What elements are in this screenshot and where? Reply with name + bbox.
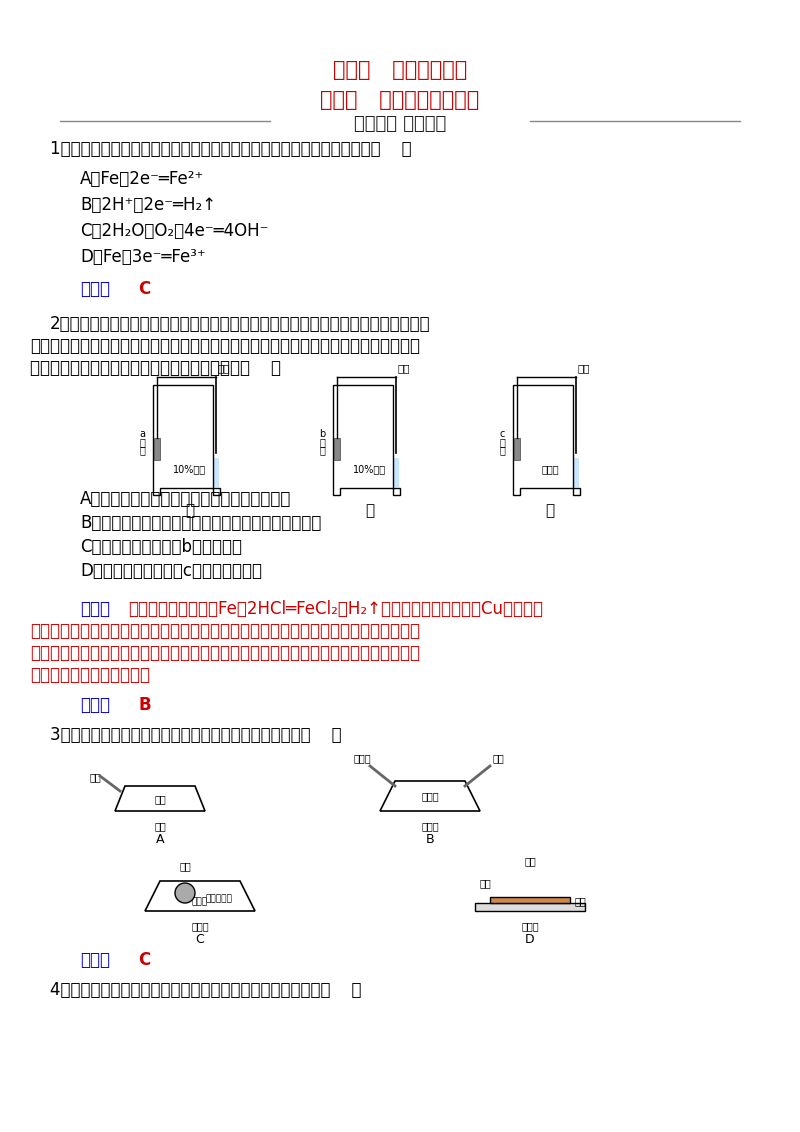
Text: 食盐水: 食盐水 — [421, 821, 439, 831]
Bar — [490, 897, 570, 903]
Polygon shape — [333, 385, 400, 495]
Text: 铁钉为负极，乙为电化学腐蚀，其腐蚀最为严重，产生的氢气较化学腐蚀的多些，装置甲: 铁钉为负极，乙为电化学腐蚀，其腐蚀最为严重，产生的氢气较化学腐蚀的多些，装置甲 — [30, 621, 420, 640]
Text: D．Fe－3e⁻═Fe³⁺: D．Fe－3e⁻═Fe³⁺ — [80, 248, 206, 266]
Text: 课堂演练 当堂达标: 课堂演练 当堂达标 — [354, 115, 446, 132]
Polygon shape — [148, 884, 252, 908]
Text: 食盐水: 食盐水 — [192, 897, 208, 906]
Circle shape — [175, 883, 195, 903]
Text: 铁: 铁 — [319, 445, 325, 455]
Text: b: b — [318, 429, 325, 439]
Polygon shape — [383, 784, 477, 808]
Text: 均匀铜镀层: 均匀铜镀层 — [205, 894, 232, 903]
Text: 铁丝: 铁丝 — [218, 363, 230, 374]
Polygon shape — [154, 458, 159, 487]
Text: A．实验结束时，装置甲左侧的液面一定会下降: A．实验结束时，装置甲左侧的液面一定会下降 — [80, 490, 291, 508]
Text: 第三章   探索生活材料: 第三章 探索生活材料 — [333, 60, 467, 80]
Text: B．实验结束时，装置甲左侧的液面一定比装置乙的低: B．实验结束时，装置甲左侧的液面一定比装置乙的低 — [80, 514, 322, 532]
Text: 铁: 铁 — [499, 445, 505, 455]
Polygon shape — [154, 468, 219, 487]
Text: 4．下列金属防腐的措施中，使用外加电流的阴极保护法的是（    ）: 4．下列金属防腐的措施中，使用外加电流的阴极保护法的是（ ） — [50, 981, 362, 1000]
Text: 甲中发生化学腐蚀：Fe＋2HCl═FeCl₂＋H₂↑；乙中发生析氢腐蚀，Cu为正极，: 甲中发生化学腐蚀：Fe＋2HCl═FeCl₂＋H₂↑；乙中发生析氢腐蚀，Cu为正… — [128, 600, 543, 618]
Text: 3．相同材质的铁在图中的四种情况下最不易被腐蚀的是（    ）: 3．相同材质的铁在图中的四种情况下最不易被腐蚀的是（ ） — [50, 726, 342, 744]
Text: 铁锅: 铁锅 — [480, 878, 492, 887]
Text: 10%盐酸: 10%盐酸 — [354, 464, 386, 474]
Text: A: A — [156, 833, 164, 846]
Text: 的一段时间，下列对实验结果的描述不正确的是（    ）: 的一段时间，下列对实验结果的描述不正确的是（ ） — [30, 359, 281, 377]
Text: 丙: 丙 — [546, 503, 554, 518]
Text: 答案：: 答案： — [80, 951, 110, 969]
Text: 铁球: 铁球 — [179, 861, 191, 871]
Text: D．实验结束时，铁钉c几乎没有被腐蚀: D．实验结束时，铁钉c几乎没有被腐蚀 — [80, 561, 262, 580]
Text: C: C — [138, 951, 150, 969]
Text: 1．钢铁在很弱的酸性或中性条件下发生电化学腐蚀时，正极的反应式为（    ）: 1．钢铁在很弱的酸性或中性条件下发生电化学腐蚀时，正极的反应式为（ ） — [50, 140, 412, 158]
Text: 塑料板: 塑料板 — [521, 921, 539, 931]
Text: 钉: 钉 — [319, 437, 325, 447]
Bar — [154, 438, 160, 460]
Bar — [334, 438, 340, 460]
Text: B: B — [138, 696, 150, 714]
Text: 甲: 甲 — [186, 503, 194, 518]
Text: C: C — [196, 933, 204, 946]
Text: 铁炒锅: 铁炒锅 — [353, 753, 371, 763]
Text: 食醋: 食醋 — [154, 821, 166, 831]
Bar — [514, 438, 520, 460]
Text: 解析：: 解析： — [80, 600, 110, 618]
Text: 气干燥，铁钉不易被腐蚀。: 气干燥，铁钉不易被腐蚀。 — [30, 666, 150, 684]
Polygon shape — [394, 458, 399, 487]
Text: 铁铲: 铁铲 — [492, 753, 504, 763]
Text: 铁炒锅: 铁炒锅 — [421, 791, 439, 801]
Text: C．2H₂O＋O₂＋4e⁻═4OH⁻: C．2H₂O＋O₂＋4e⁻═4OH⁻ — [80, 222, 268, 240]
Text: 2．为了探究金属腐蚀的条件和快慢，某课外学习小组用不同的细金属丝将三根大小相: 2．为了探究金属腐蚀的条件和快慢，某课外学习小组用不同的细金属丝将三根大小相 — [50, 315, 430, 333]
Text: D: D — [525, 933, 535, 946]
Text: 铜丝: 铜丝 — [398, 363, 410, 374]
Text: 铁勺: 铁勺 — [89, 772, 101, 782]
Text: a: a — [139, 429, 145, 439]
Text: 钉: 钉 — [499, 437, 505, 447]
Text: 铜板: 铜板 — [575, 897, 586, 906]
Text: c: c — [500, 429, 505, 439]
Polygon shape — [380, 781, 480, 811]
Text: 酸雨: 酸雨 — [524, 856, 536, 866]
Text: C．实验结束时，铁钉b腐蚀最严重: C．实验结束时，铁钉b腐蚀最严重 — [80, 538, 242, 556]
Text: B．2H⁺＋2e⁻═H₂↑: B．2H⁺＋2e⁻═H₂↑ — [80, 196, 216, 214]
Text: 浓硫酸: 浓硫酸 — [541, 464, 559, 474]
Text: 10%盐酸: 10%盐酸 — [174, 464, 206, 474]
Text: 铁: 铁 — [139, 445, 145, 455]
Polygon shape — [115, 786, 205, 811]
Text: 铜丝: 铜丝 — [578, 363, 590, 374]
Bar — [475, 903, 585, 911]
Polygon shape — [514, 458, 519, 487]
Text: 答案：: 答案： — [80, 280, 110, 298]
Text: 左侧的液面一定比装置乙的高一些；丙中的铁钉不被腐蚀，因为浓硫酸有吸水作用，使空: 左侧的液面一定比装置乙的高一些；丙中的铁钉不被腐蚀，因为浓硫酸有吸水作用，使空 — [30, 644, 420, 662]
Text: C: C — [138, 280, 150, 298]
Polygon shape — [334, 468, 399, 487]
Polygon shape — [574, 458, 579, 487]
Text: 塑料盆: 塑料盆 — [191, 921, 209, 931]
Polygon shape — [153, 385, 220, 495]
Text: 答案：: 答案： — [80, 696, 110, 714]
Polygon shape — [513, 385, 580, 495]
Text: 同的普通铁钉分别固定在如图所示的三个装置内，并将这些装置在相同的环境中放置相同: 同的普通铁钉分别固定在如图所示的三个装置内，并将这些装置在相同的环境中放置相同 — [30, 337, 420, 355]
Text: A．Fe－2e⁻═Fe²⁺: A．Fe－2e⁻═Fe²⁺ — [80, 170, 204, 188]
Text: 第二节   金属的腐蚀和防护: 第二节 金属的腐蚀和防护 — [320, 91, 480, 110]
Text: 钉: 钉 — [139, 437, 145, 447]
Text: 乙: 乙 — [366, 503, 374, 518]
Polygon shape — [145, 881, 255, 911]
Text: 铜盆: 铜盆 — [154, 794, 166, 804]
Polygon shape — [514, 468, 579, 487]
Polygon shape — [118, 789, 202, 808]
Polygon shape — [334, 458, 339, 487]
Text: B: B — [426, 833, 434, 846]
Polygon shape — [214, 458, 219, 487]
